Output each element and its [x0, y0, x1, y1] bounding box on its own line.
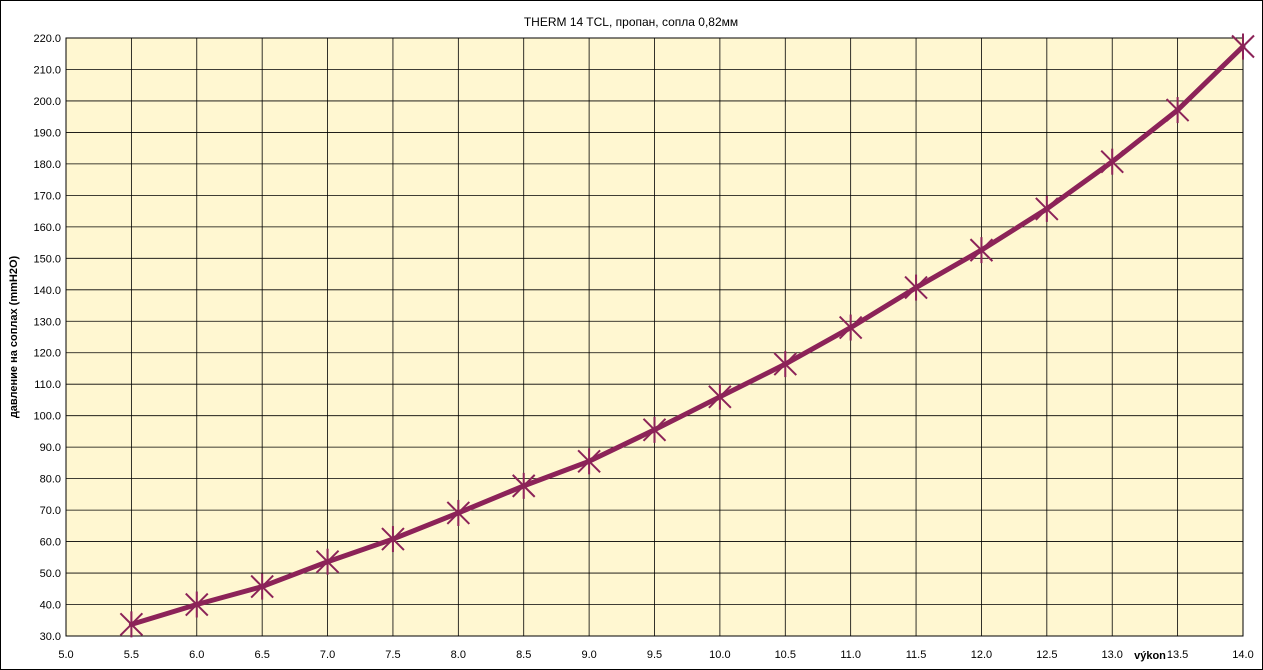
x-tick-label: 6.0: [189, 649, 204, 661]
data-point-marker: [512, 472, 536, 499]
data-point-marker: [773, 351, 797, 378]
x-tick-label: 9.0: [581, 649, 596, 661]
x-axis-label: výkon: [1134, 650, 1166, 662]
y-tick-label: 40.0: [40, 600, 61, 612]
x-tick-label: 7.5: [385, 649, 400, 661]
x-tick-label: 12.0: [971, 649, 992, 661]
y-tick-label: 150.0: [33, 253, 61, 265]
y-tick-label: 210.0: [33, 64, 61, 76]
data-point-marker: [381, 526, 405, 553]
y-tick-label: 170.0: [33, 190, 61, 202]
y-tick-label: 120.0: [33, 348, 61, 360]
series-group: [119, 33, 1255, 638]
y-tick-label: 110.0: [34, 379, 61, 391]
x-gridlines: [65, 38, 1244, 636]
series-line: [128, 44, 1246, 627]
x-tick-label: 12.5: [1036, 649, 1057, 661]
x-tick-label: 11.5: [906, 649, 927, 661]
data-point-marker: [904, 274, 928, 301]
data-point-marker: [969, 237, 994, 264]
y-tick-label: 190.0: [33, 127, 61, 139]
y-tick-label: 80.0: [40, 474, 61, 486]
y-tick-label: 70.0: [40, 505, 61, 517]
data-point-marker: [838, 314, 863, 341]
data-point-marker: [1100, 148, 1124, 175]
x-tick-label: 5.5: [124, 649, 139, 661]
y-tick-label: 140.0: [33, 285, 61, 297]
x-tick-label: 9.5: [647, 649, 662, 661]
x-tick-label: 8.0: [451, 649, 466, 661]
data-point-marker: [1231, 33, 1255, 60]
x-tick-label: 8.5: [516, 649, 531, 661]
x-tick-labels: 5.0 5.5 6.0 6.5 7.0 7.5 8.0 8.5 9.0 9.5 10.0 10.5 11…: [58, 649, 1253, 661]
y-tick-label: 200.0: [33, 96, 61, 108]
x-tick-label: 14.0: [1232, 649, 1253, 661]
data-point-marker: [250, 573, 274, 600]
x-tick-label: 13.0: [1102, 649, 1123, 661]
y-tick-label: 220.0: [33, 33, 61, 45]
data-point-marker: [119, 611, 144, 638]
x-tick-label: 7.0: [320, 649, 335, 661]
chart-title: THERM 14 TCL, пропан, сопла 0,82мм: [524, 15, 738, 29]
data-point-marker: [577, 448, 601, 475]
y-tick-label: 30.0: [40, 631, 61, 643]
data-point-marker: [642, 416, 667, 443]
y-tick-label: 130.0: [33, 316, 61, 328]
y-tick-label: 60.0: [40, 537, 61, 549]
x-tick-label: 13.5: [1167, 649, 1188, 661]
x-tick-label: 6.5: [255, 649, 270, 661]
y-tick-label: 90.0: [40, 442, 61, 454]
x-tick-label: 5.0: [58, 649, 73, 661]
y-tick-label: 160.0: [33, 222, 61, 234]
x-tick-label: 11.0: [840, 649, 861, 661]
data-point-marker: [315, 548, 340, 575]
data-point-marker: [1165, 97, 1190, 124]
y-tick-label: 100.0: [33, 411, 61, 423]
y-tick-label: 180.0: [33, 159, 61, 171]
x-tick-label: 10.0: [709, 649, 730, 661]
data-point-marker: [708, 383, 732, 410]
y-axis-label: давление на соплах (mmH2O): [8, 255, 20, 418]
data-point-marker: [446, 499, 471, 526]
data-point-marker: [1035, 195, 1059, 222]
y-tick-label: 50.0: [40, 568, 61, 580]
data-point-marker: [185, 591, 209, 618]
y-tick-labels: 30.0 40.0 50.0 60.0 70.0 80.0 90.0 100.0 110.0 12…: [33, 33, 61, 643]
x-tick-label: 10.5: [775, 649, 796, 661]
